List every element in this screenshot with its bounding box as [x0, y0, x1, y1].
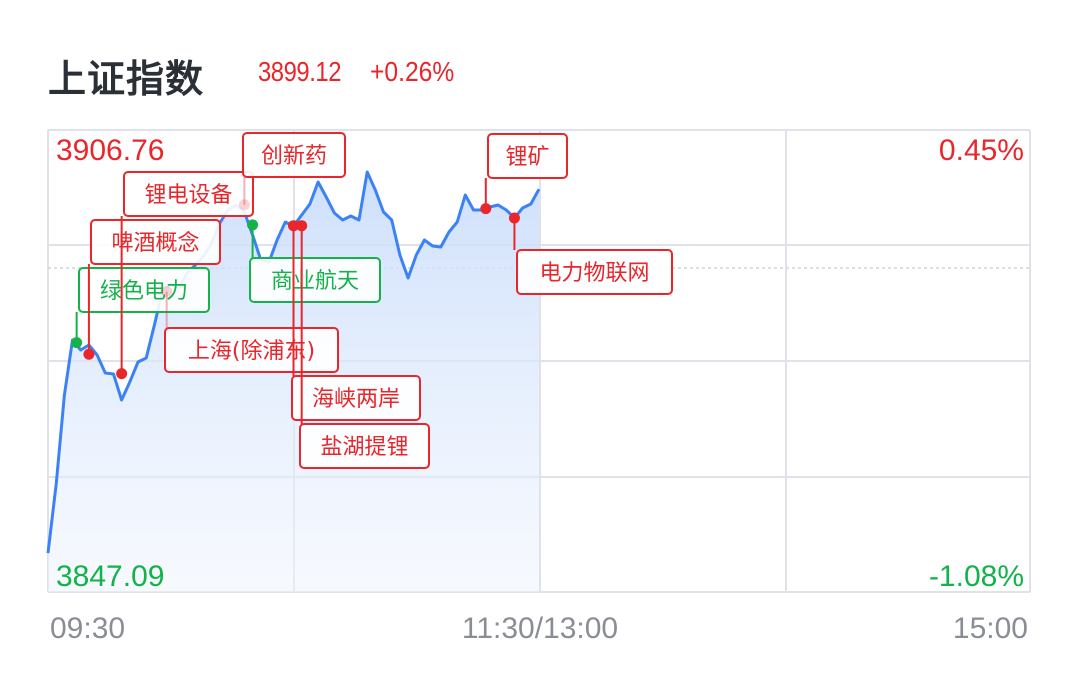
annotation-dot	[288, 220, 299, 232]
annotation-label: 海峡两岸	[312, 387, 400, 412]
annotation-box	[123, 171, 254, 217]
annotation-box	[78, 267, 210, 313]
annotation-box	[291, 375, 421, 421]
annotation-dot	[116, 368, 128, 380]
annotation-dot	[247, 219, 259, 231]
annotation-label: 创新药	[261, 144, 327, 169]
annotation-8: 盐湖提锂	[296, 220, 430, 469]
index-change-pct: +0.26%	[370, 56, 455, 87]
annotation-7: 海峡两岸	[288, 220, 421, 421]
index-price: 3899.12	[258, 56, 342, 87]
annotation-box	[487, 133, 568, 179]
annotation-6: 商业航天	[247, 219, 381, 303]
annotation-3: 锂电设备	[116, 171, 254, 380]
annotation-5: 创新药	[238, 132, 346, 211]
annotation-10: 电力物联网	[508, 212, 673, 295]
x-tick-open: 09:30	[50, 612, 125, 645]
annotation-label: 电力物联网	[539, 261, 649, 286]
annotation-1: 绿色电力	[71, 267, 210, 349]
annotation-dot	[296, 220, 308, 232]
annotation-2: 啤酒概念	[83, 219, 221, 360]
y-min-label: 3847.09	[56, 560, 164, 593]
x-tick-close: 15:00	[953, 612, 1028, 645]
annotation-9: 锂矿	[480, 133, 568, 215]
annotation-label: 锂电设备	[144, 183, 232, 208]
annotation-dot	[508, 212, 520, 224]
annotation-dot	[83, 348, 95, 360]
annotation-label: 啤酒概念	[111, 231, 199, 256]
annotation-box	[249, 257, 381, 303]
annotation-label: 盐湖提锂	[320, 435, 408, 460]
annotation-box	[299, 423, 430, 469]
y-max-label: 3906.76	[56, 134, 164, 167]
annotation-box	[90, 219, 221, 265]
annotation-box	[516, 249, 673, 295]
annotation-dot	[161, 286, 173, 298]
annotation-label: 锂矿	[505, 145, 549, 170]
annotation-label: 上海(除浦东)	[188, 339, 315, 364]
annotation-box	[242, 132, 346, 178]
annotation-box	[164, 327, 339, 373]
pct-max-label: 0.45%	[939, 134, 1024, 167]
x-tick-midday: 11:30/13:00	[462, 612, 618, 645]
annotation-dot	[71, 337, 83, 349]
index-title: 上证指数	[48, 57, 205, 101]
annotation-label: 商业航天	[271, 269, 359, 294]
annotation-label: 绿色电力	[100, 279, 188, 304]
annotation-dot	[480, 203, 492, 215]
annotation-dot	[238, 199, 250, 211]
pct-min-label: -1.08%	[929, 560, 1024, 593]
